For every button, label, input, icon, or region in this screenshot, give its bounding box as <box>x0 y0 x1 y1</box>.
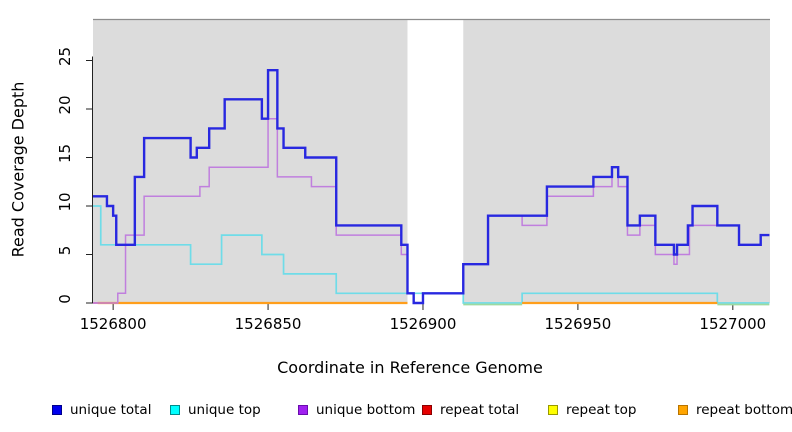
y-tick-label: 0 <box>56 294 74 304</box>
legend-swatch-icon <box>678 405 688 415</box>
legend-swatch-icon <box>298 405 308 415</box>
legend-swatch-icon <box>548 405 558 415</box>
legend-label: unique total <box>70 402 152 418</box>
y-tick-label: 10 <box>56 192 74 211</box>
legend-label: unique bottom <box>316 402 416 418</box>
y-axis-title: Read Coverage Depth <box>9 82 28 258</box>
legend-item-unique-total: unique total <box>52 400 151 420</box>
legend-item-repeat-top: repeat top <box>548 400 636 420</box>
legend-label: repeat bottom <box>696 402 792 418</box>
x-axis-title-text: Coordinate in Reference Genome <box>277 358 543 377</box>
x-tick-label: 1526950 <box>544 315 611 333</box>
legend-item-repeat-total: repeat total <box>422 400 519 420</box>
legend-item-repeat-bottom: repeat bottom <box>678 400 792 420</box>
x-tick-label: 1526900 <box>390 315 457 333</box>
x-tick-label: 1526800 <box>80 315 147 333</box>
chart-legend: unique total unique top unique bottom repea… <box>0 400 792 426</box>
legend-item-unique-bottom: unique bottom <box>298 400 415 420</box>
x-tick-label: 1526850 <box>235 315 302 333</box>
series-unique-total <box>93 69 770 305</box>
legend-swatch-icon <box>52 405 62 415</box>
y-tick-label: 25 <box>56 47 74 66</box>
legend-label: repeat total <box>440 402 520 418</box>
legend-swatch-icon <box>170 405 180 415</box>
x-tick-label: 1527000 <box>699 315 766 333</box>
legend-item-unique-top: unique top <box>170 400 261 420</box>
series-unique-top <box>93 205 770 304</box>
legend-label: unique top <box>188 402 261 418</box>
no-coverage-gap-band <box>407 19 464 303</box>
y-axis-title-text: Read Coverage Depth <box>8 81 28 258</box>
y-tick-label: 20 <box>56 95 74 114</box>
x-axis-title: Coordinate in Reference Genome <box>0 358 792 377</box>
legend-label: repeat top <box>566 402 637 418</box>
y-tick-label: 15 <box>56 144 74 163</box>
legend-swatch-icon <box>422 405 432 415</box>
y-tick-label: 5 <box>56 246 74 256</box>
